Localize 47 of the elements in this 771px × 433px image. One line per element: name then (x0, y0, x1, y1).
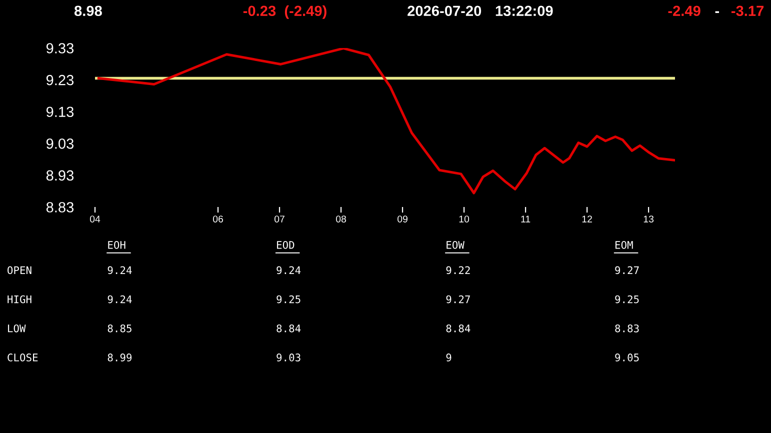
text: 8.99 (108, 354, 132, 362)
text: 9.03 (276, 354, 300, 362)
category-label: CLOSE (8, 354, 38, 362)
text: 9.27 (446, 295, 470, 304)
text: 9.22 (446, 266, 470, 274)
text: 9.25 (615, 295, 639, 304)
x-tick-label: 09 (398, 216, 408, 222)
x-tick-label: 06 (212, 216, 223, 222)
category-label: LOW (8, 324, 26, 332)
text: - (715, 11, 719, 13)
x-tick-label: 12 (582, 216, 592, 222)
text: 2026-07-20 (408, 6, 482, 16)
text: 9.27 (615, 266, 639, 274)
category-label: EOW (446, 241, 464, 249)
x-tick-label: 04 (90, 216, 100, 222)
text: 8.83 (615, 324, 639, 332)
x-tick-label: 11 (521, 216, 530, 222)
line-series (97, 48, 675, 194)
x-tick-label: 13 (644, 216, 654, 222)
text: 9.25 (276, 295, 300, 304)
text: 9.24 (108, 266, 132, 274)
x-tick-label: 07 (274, 216, 284, 222)
text: 9.05 (615, 354, 639, 362)
y-tick-label: 9.13 (46, 106, 74, 118)
text: 13:22:09 (496, 6, 553, 16)
text: 8.98 (74, 6, 102, 16)
y-tick-label: 9.03 (46, 138, 74, 149)
text: -0.23 (-2.49) (243, 5, 326, 19)
category-label: OPEN (8, 266, 32, 274)
y-tick-label: 8.83 (46, 202, 74, 212)
text: 9 (446, 354, 452, 362)
x-tick-label: 08 (336, 216, 346, 222)
y-tick-label: 8.93 (46, 170, 74, 181)
text: 8.85 (108, 324, 132, 332)
text: 9.24 (276, 266, 301, 274)
x-tick-label: 10 (459, 216, 470, 222)
text: 8.84 (276, 324, 301, 332)
category-label: EOD (277, 241, 294, 249)
y-tick-label: 9.23 (46, 74, 74, 86)
y-tick-label: 9.33 (46, 43, 74, 54)
text: 9.24 (108, 295, 132, 304)
category-label: EOH (108, 241, 126, 249)
text: -3.17 (731, 6, 764, 16)
category-label: HIGH (8, 295, 32, 304)
text: -2.49 (668, 6, 700, 16)
category-label: EOM (615, 241, 633, 249)
text: 8.84 (446, 324, 470, 332)
